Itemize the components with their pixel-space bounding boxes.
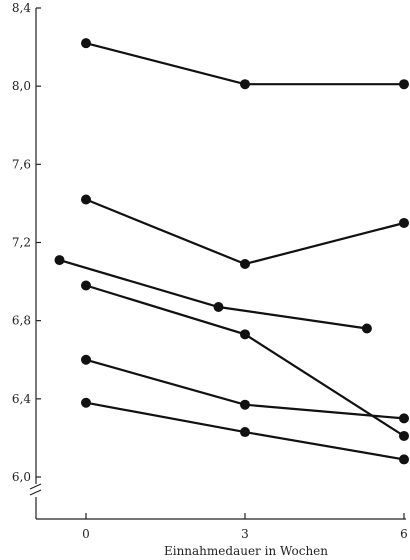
data-point [361, 323, 372, 334]
data-point [399, 430, 409, 441]
series-line-3 [59, 259, 368, 330]
x-axis-label: Einnahmedauer in Wochen [164, 544, 328, 558]
y-tick-label: 7,6 [12, 157, 31, 171]
x-tick-label: 0 [82, 527, 90, 541]
labels: 6,0 6,4 6,8 7,2 7,6 8,0 8,4 0 3 6 Einnahmedauer in… [12, 1, 408, 558]
data-point [240, 329, 250, 340]
y-tick-label: 7,2 [12, 236, 31, 250]
series-layer [54, 38, 409, 465]
series-line-1 [85, 42, 404, 86]
x-tick-label: 6 [400, 527, 408, 541]
data-point [240, 427, 250, 438]
y-tick-label: 8,4 [12, 1, 31, 15]
series-line-2 [85, 198, 405, 266]
data-point [399, 454, 409, 465]
axis-break-mark [29, 483, 42, 490]
data-point [213, 301, 224, 312]
axes [29, 7, 406, 520]
axis-break-mark [29, 489, 42, 496]
data-point [399, 413, 409, 424]
x-tick-label: 3 [241, 527, 249, 541]
y-tick-label: 6,8 [12, 314, 31, 328]
data-point [81, 354, 91, 365]
y-tick-label: 8,0 [12, 79, 31, 93]
data-point [240, 399, 250, 410]
y-tick-label: 6,0 [12, 470, 31, 484]
data-point [240, 79, 250, 90]
data-point [54, 255, 65, 266]
data-point [81, 194, 91, 205]
data-point [81, 38, 91, 49]
data-point [240, 258, 250, 269]
data-point [399, 79, 409, 90]
data-point [81, 397, 91, 408]
data-point [399, 217, 409, 228]
y-tick-label: 6,4 [12, 392, 31, 406]
data-point [81, 280, 91, 291]
